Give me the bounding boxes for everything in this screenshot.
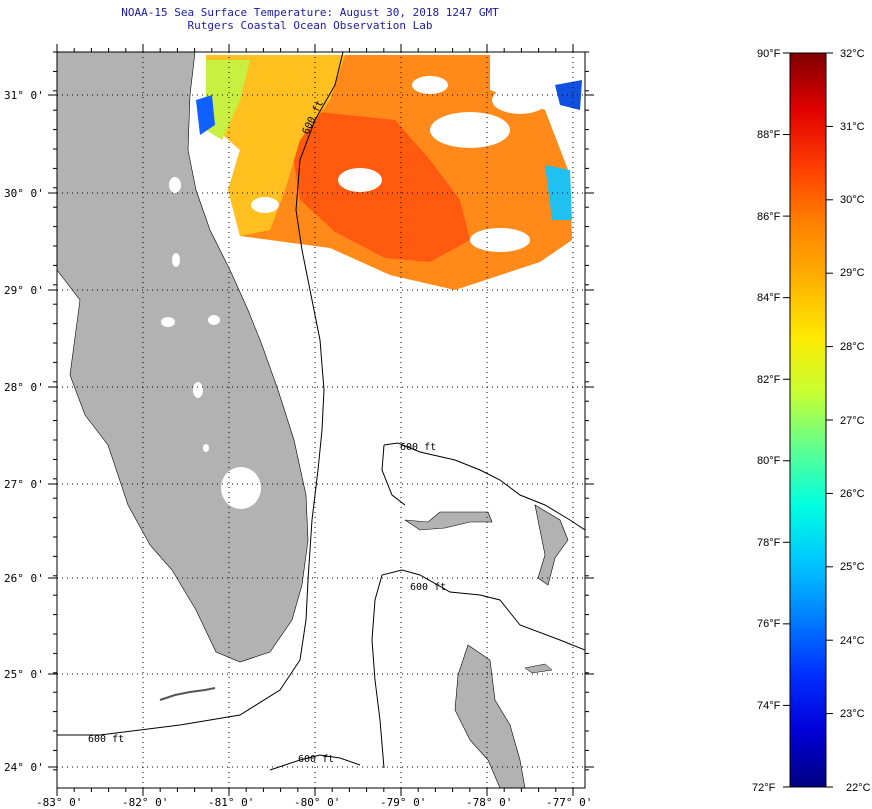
sst-swath-hot <box>292 110 470 262</box>
inland-lakes <box>161 177 220 452</box>
sst-swath-blue-ne <box>555 80 582 110</box>
lat-label: 29° 0' <box>4 284 44 297</box>
axis-ticks <box>48 44 594 796</box>
land-florida <box>57 52 309 663</box>
land-florida-keys <box>159 687 216 701</box>
lat-label: 27° 0' <box>4 478 44 491</box>
colorbar-c-label: 23°C <box>840 708 865 720</box>
contour-label: 600 ft <box>400 442 436 453</box>
lon-label: -80° 0' <box>294 796 340 809</box>
lake-okeechobee <box>221 467 261 509</box>
colorbar <box>789 52 827 788</box>
sst-swath-yellow <box>206 55 345 236</box>
lat-label: 24° 0' <box>4 761 44 774</box>
land-abaco <box>534 504 569 586</box>
colorbar-f-label: 86°F <box>757 211 781 223</box>
colorbar-c-label: 22°C <box>846 782 871 794</box>
contour-label: 600 ft <box>88 734 124 745</box>
lat-label: 30° 0' <box>4 187 44 200</box>
colorbar-c-label: 24°C <box>840 635 865 647</box>
colorbar-f-label: 74°F <box>757 700 781 712</box>
colorbar-f-label: 90°F <box>757 48 781 60</box>
colorbar-f-label: 76°F <box>757 618 781 630</box>
lon-label: -79° 0' <box>380 796 426 809</box>
sst-swath-blue-east <box>545 165 572 220</box>
colorbar-c-label: 28°C <box>840 341 865 353</box>
colorbar-f-label: 88°F <box>757 129 781 141</box>
sst-swath-green <box>206 60 250 140</box>
longitude-labels: -83° 0' -82° 0' -81° 0' -80° 0' -79° 0' … <box>36 796 592 809</box>
bathymetry-contours <box>57 52 585 771</box>
colorbar-f-label: 84°F <box>757 292 781 304</box>
lon-label: -78° 0' <box>466 796 512 809</box>
land-andros <box>454 644 526 788</box>
lat-label: 25° 0' <box>4 668 44 681</box>
contour-label: 600 ft <box>410 582 446 593</box>
contour-label: 600 ft <box>298 754 334 765</box>
map-subtitle: Rutgers Coastal Ocean Observation Lab <box>187 19 433 32</box>
colorbar-c-label: 31°C <box>840 121 865 133</box>
colorbar-c-label: 25°C <box>840 561 865 573</box>
lat-label: 28° 0' <box>4 381 44 394</box>
colorbar-ticks <box>783 52 833 788</box>
lat-label: 26° 0' <box>4 572 44 585</box>
colorbar-c-label: 30°C <box>840 194 865 206</box>
lat-label: 31° 0' <box>4 89 44 102</box>
lon-label: -81° 0' <box>208 796 254 809</box>
lon-label: -77° 0' <box>546 796 592 809</box>
graticule <box>57 52 585 788</box>
sst-swath-blue-north <box>196 95 215 135</box>
colorbar-f-label: 72°F <box>752 782 776 794</box>
colorbar-c-label: 27°C <box>840 415 865 427</box>
latitude-labels: 31° 0' 30° 0' 29° 0' 28° 0' 27° 0' 26° 0… <box>4 89 44 774</box>
land-grand-bahama <box>404 511 493 531</box>
map-title: NOAA-15 Sea Surface Temperature: August … <box>121 6 499 19</box>
map-area: 600 ft 600 ft 600 ft 600 ft 600 ft <box>57 52 585 788</box>
colorbar-c-label: 29°C <box>840 267 865 279</box>
cloud-gaps <box>251 76 548 252</box>
map-frame <box>56 51 586 789</box>
colorbar-f-label: 80°F <box>757 455 781 467</box>
lon-label: -82° 0' <box>122 796 168 809</box>
colorbar-c-label: 32°C <box>840 48 865 60</box>
colorbar-fahrenheit-labels: 90°F 88°F 86°F 84°F 82°F 80°F 78°F 76°F … <box>752 48 781 794</box>
land-berry-islands <box>524 663 553 674</box>
lon-label: -83° 0' <box>36 796 82 809</box>
colorbar-f-label: 78°F <box>757 537 781 549</box>
colorbar-c-label: 26°C <box>840 488 865 500</box>
colorbar-f-label: 82°F <box>757 374 781 386</box>
colorbar-celsius-labels: 32°C 31°C 30°C 29°C 28°C 27°C 26°C 25°C … <box>840 48 871 794</box>
